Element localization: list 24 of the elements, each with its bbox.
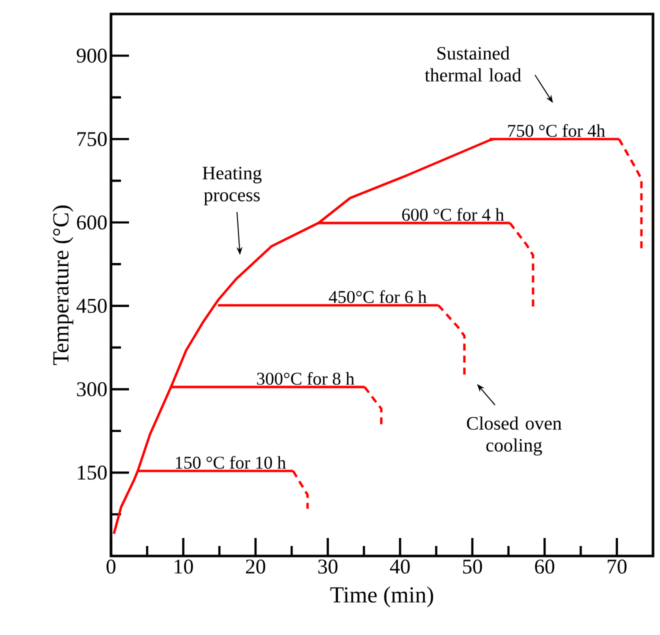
annotation: 300°C for 8 h: [257, 372, 354, 385]
y-tick-label: 300: [77, 382, 107, 396]
y-axis-title: Temperature (°C): [52, 206, 74, 366]
x-tick-label: 40: [390, 560, 410, 574]
x-tick-label: 60: [535, 560, 554, 574]
x-tick-label: 10: [174, 560, 193, 574]
y-tick-label: 450: [76, 298, 107, 313]
annotation: 600 °C for 4 h: [402, 208, 504, 221]
y-tick-label: 900: [76, 48, 107, 63]
annotation: 750 °C for 4h: [508, 124, 606, 137]
annotation: Sustained thermal load: [424, 46, 522, 82]
x-tick-label: 50: [463, 560, 482, 574]
y-tick-label: 600: [77, 215, 107, 230]
y-tick-label: 150: [78, 466, 107, 480]
x-tick-label: 70: [608, 560, 627, 574]
x-tick-label: 20: [246, 560, 266, 574]
y-tick-label: 750: [77, 132, 107, 146]
x-tick-label: 30: [318, 560, 338, 574]
annotation: Heating process: [202, 166, 262, 206]
x-axis-title: Time (min): [330, 586, 434, 608]
x-tick-label: 0: [106, 560, 116, 574]
annotation: Closed oven cooling: [466, 416, 562, 456]
annotation: 450°C for 6 h: [328, 290, 427, 304]
annotation: 150 °C for 10 h: [176, 456, 286, 469]
